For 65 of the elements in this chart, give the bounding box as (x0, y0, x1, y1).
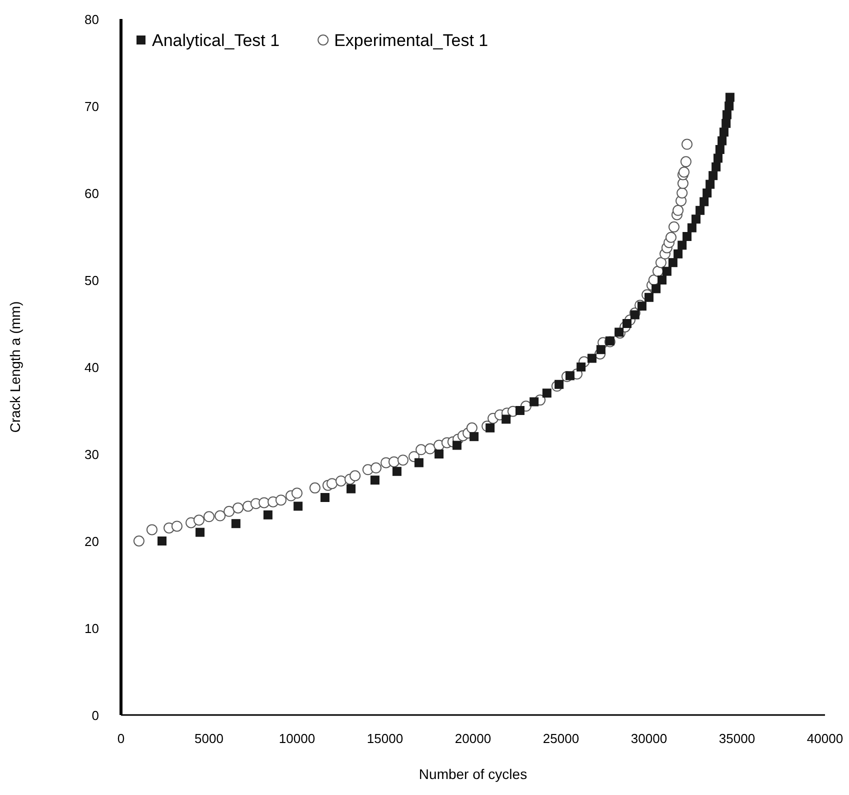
point (263, 510, 272, 520)
point (565, 371, 574, 380)
point (722, 118, 731, 128)
point (658, 276, 667, 284)
point (708, 171, 718, 180)
point (320, 493, 330, 502)
y-tick-label: 0 (92, 708, 99, 723)
point (542, 388, 552, 398)
point (687, 223, 696, 232)
legend-label: Experimental_Test 1 (334, 31, 488, 50)
point (712, 162, 721, 172)
point (587, 354, 596, 363)
point (644, 292, 654, 302)
point (668, 258, 678, 268)
point (554, 380, 564, 389)
y-axis-title: Crack Length a (mm) (7, 301, 23, 433)
x-tick-label: 35000 (718, 731, 756, 746)
y-tick-label: 20 (84, 534, 99, 549)
y-tick-label: 60 (84, 186, 99, 201)
point (662, 266, 672, 276)
point (622, 319, 632, 328)
point (294, 502, 303, 511)
point (700, 197, 709, 206)
point (696, 206, 705, 215)
x-tick-label: 20000 (454, 731, 492, 746)
point (576, 362, 586, 372)
x-tick-label: 25000 (542, 731, 580, 746)
point (196, 528, 205, 537)
point (231, 519, 240, 528)
legend-label: Analytical_Test 1 (152, 31, 280, 50)
x-tick-label: 30000 (630, 731, 668, 746)
x-axis-title: Number of cycles (418, 766, 528, 782)
point (392, 466, 402, 476)
x-tick-label: 15000 (366, 731, 404, 746)
point (414, 458, 424, 468)
y-tick-label: 10 (84, 621, 99, 636)
point (502, 414, 511, 424)
point (486, 423, 495, 432)
x-tick-label: 40000 (806, 731, 844, 746)
point (637, 302, 646, 311)
point (691, 214, 700, 224)
y-tick-label: 70 (84, 99, 99, 114)
point (158, 536, 167, 546)
point (630, 310, 640, 320)
point (530, 397, 539, 406)
point (515, 406, 524, 415)
point (470, 432, 479, 442)
point (682, 232, 692, 241)
point (725, 92, 734, 102)
y-tick-label: 80 (84, 12, 99, 27)
point (452, 440, 462, 450)
point (678, 240, 687, 250)
x-tick-label: 0 (117, 731, 125, 746)
point (652, 284, 661, 294)
point (434, 450, 444, 458)
y-tick-label: 50 (84, 273, 99, 288)
y-tick-label: 30 (84, 447, 99, 462)
point (596, 345, 606, 354)
point (370, 476, 380, 485)
point (674, 249, 683, 258)
x-tick-label: 5000 (194, 731, 224, 746)
point (346, 484, 356, 494)
y-tick-label: 40 (84, 360, 99, 375)
x-tick-label: 10000 (278, 731, 316, 746)
point (719, 128, 728, 137)
